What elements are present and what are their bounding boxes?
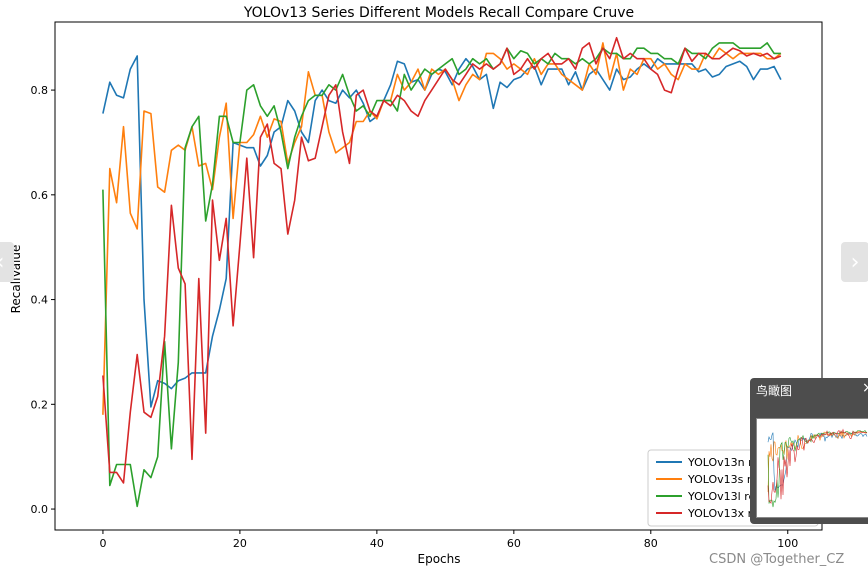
series-line-2 xyxy=(102,42,781,508)
watermark: CSDN @Together_CZ xyxy=(709,552,845,567)
close-icon[interactable]: × xyxy=(862,380,868,396)
y-tick-label: 0.6 xyxy=(31,189,49,202)
plot-area: 0 20 40 60 80 100 0.0 0.2 0.4 0.6 0.8 xyxy=(31,21,823,550)
y-tick-label: 0.4 xyxy=(31,294,49,307)
chevron-right-icon: › xyxy=(850,249,860,275)
minimap-series-line-1 xyxy=(767,430,868,492)
series-line-0 xyxy=(102,55,782,408)
chevron-left-icon: ‹ xyxy=(0,250,4,275)
minimap-series-line-2 xyxy=(767,430,867,508)
x-tick-label: 0 xyxy=(99,537,106,550)
x-tick-label: 20 xyxy=(233,537,247,550)
overview-minimap-panel[interactable]: 鸟瞰图 × xyxy=(750,378,868,524)
plot-frame xyxy=(54,21,823,531)
y-tick-label: 0.2 xyxy=(31,398,49,411)
x-tick-label: 60 xyxy=(507,537,521,550)
x-axis-label: Epochs xyxy=(418,552,461,566)
y-tick-label: 0.8 xyxy=(31,84,49,97)
x-tick-label: 80 xyxy=(644,537,658,550)
previous-image-button[interactable]: ‹ xyxy=(0,242,14,282)
minimap-title: 鸟瞰图 xyxy=(756,384,793,398)
minimap-chart-thumbnail xyxy=(767,428,868,508)
x-tick-label: 100 xyxy=(777,537,798,550)
minimap-series-line-3 xyxy=(767,428,868,505)
minimap-thumbnail[interactable] xyxy=(756,418,868,518)
chart-title: YOLOv13 Series Different Models Recall C… xyxy=(243,5,634,21)
series-line-3 xyxy=(102,36,782,484)
y-tick-label: 0.0 xyxy=(31,503,49,516)
series-line-1 xyxy=(102,42,782,415)
x-tick-label: 40 xyxy=(370,537,384,550)
minimap-series-line-0 xyxy=(767,432,868,491)
next-image-button[interactable]: › xyxy=(841,242,868,282)
